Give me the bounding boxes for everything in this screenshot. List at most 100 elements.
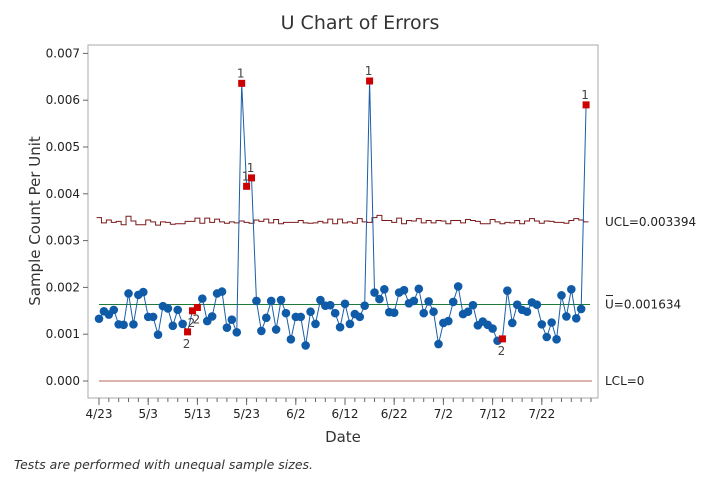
- data-point: [148, 312, 158, 322]
- data-point: [375, 294, 384, 304]
- data-point: [261, 313, 271, 323]
- data-point: [355, 312, 365, 322]
- data-point: [542, 332, 552, 342]
- out-of-control-point: [184, 328, 192, 336]
- data-point: [232, 328, 242, 337]
- data-point: [370, 288, 379, 297]
- data-point: [301, 341, 310, 350]
- data-point: [360, 301, 369, 310]
- out-of-control-point: [248, 174, 256, 182]
- y-tick-label: 0.007: [46, 46, 80, 60]
- data-point: [173, 305, 183, 315]
- data-point: [153, 330, 163, 339]
- x-tick-label: 5/23: [233, 407, 260, 421]
- data-point: [330, 308, 340, 318]
- data-point: [503, 286, 512, 295]
- data-point: [463, 307, 473, 317]
- data-point: [296, 312, 306, 322]
- data-point: [325, 300, 335, 310]
- test-label: 1: [365, 64, 373, 78]
- x-tick-label: 4/23: [86, 407, 113, 421]
- y-tick-label: 0.004: [46, 187, 80, 201]
- data-point: [419, 308, 429, 318]
- data-point: [488, 324, 497, 333]
- data-point: [119, 320, 128, 330]
- data-point: [207, 312, 217, 321]
- center-line-label: U=0.001634: [605, 298, 681, 312]
- lcl-label: LCL=0: [605, 374, 644, 388]
- data-point: [345, 319, 355, 329]
- data-point: [252, 296, 261, 306]
- data-point: [178, 319, 187, 329]
- data-point: [227, 315, 237, 324]
- test-label: 1: [247, 161, 255, 175]
- out-of-control-point: [498, 335, 506, 343]
- data-point: [547, 318, 556, 327]
- data-point: [340, 299, 350, 309]
- x-tick-label: 6/12: [332, 407, 359, 421]
- data-point: [444, 316, 453, 326]
- data-point: [222, 323, 232, 332]
- data-point: [286, 335, 296, 344]
- data-point: [271, 325, 281, 334]
- data-point: [522, 307, 532, 317]
- data-point: [129, 320, 138, 329]
- test-label: 2: [188, 316, 196, 330]
- out-of-control-point: [582, 101, 590, 109]
- test-label: 2: [183, 337, 191, 351]
- data-point: [448, 297, 458, 307]
- x-tick-label: 5/13: [184, 407, 211, 421]
- data-point: [557, 291, 566, 300]
- data-point: [109, 305, 119, 315]
- data-point: [306, 307, 315, 317]
- out-of-control-point: [238, 79, 246, 87]
- out-of-control-point: [243, 182, 251, 190]
- data-point: [424, 297, 433, 306]
- data-point: [266, 296, 276, 306]
- data-point: [399, 285, 409, 295]
- data-point: [281, 308, 291, 318]
- series-line: [98, 80, 587, 346]
- test-label: 1: [237, 66, 245, 80]
- y-axis-title: Sample Count Per Unit: [26, 136, 44, 306]
- data-point: [94, 314, 104, 324]
- x-tick-label: 7/22: [528, 407, 555, 421]
- y-tick-label: 0.002: [46, 280, 80, 294]
- x-tick-label: 5/3: [139, 407, 158, 421]
- data-point: [429, 307, 438, 317]
- x-tick-label: 6/22: [381, 407, 408, 421]
- data-point: [311, 319, 320, 329]
- x-tick-label: 7/2: [434, 407, 453, 421]
- data-point: [571, 313, 581, 323]
- data-point: [389, 308, 399, 317]
- data-point: [434, 339, 443, 349]
- data-point: [335, 322, 345, 332]
- data-point: [414, 284, 424, 294]
- out-of-control-point: [366, 77, 374, 85]
- data-point: [257, 326, 266, 336]
- y-tick-label: 0.003: [46, 234, 80, 248]
- ucl-label: UCL=0.003394: [605, 215, 696, 229]
- test-label: 1: [581, 88, 589, 102]
- data-point: [138, 287, 148, 297]
- plot-frame: [87, 44, 599, 399]
- test-label: 2: [498, 344, 506, 358]
- data-point: [532, 300, 542, 310]
- test-label: 2: [193, 313, 201, 327]
- x-tick-label: 6/2: [286, 407, 305, 421]
- data-point: [124, 289, 133, 298]
- out-of-control-point: [193, 304, 201, 312]
- data-point: [198, 294, 207, 303]
- chart-title: U Chart of Errors: [280, 12, 440, 34]
- data-point: [562, 312, 571, 321]
- data-point: [409, 296, 419, 306]
- data-point: [168, 321, 178, 331]
- x-axis-title: Date: [325, 428, 361, 446]
- y-tick-label: 0.000: [46, 374, 80, 388]
- data-point: [507, 318, 517, 328]
- data-point: [316, 295, 325, 305]
- data-point: [163, 304, 173, 313]
- data-point: [552, 335, 561, 344]
- y-tick-label: 0.006: [46, 93, 80, 107]
